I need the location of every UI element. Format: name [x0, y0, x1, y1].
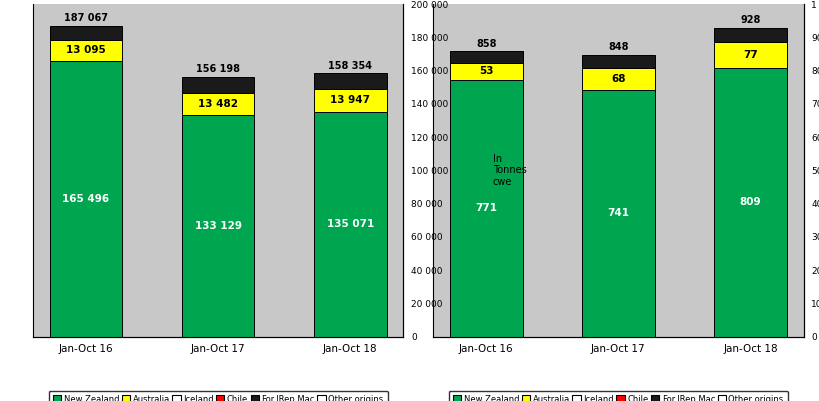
Bar: [713, 67, 785, 336]
Bar: [713, 28, 785, 42]
Bar: [50, 26, 122, 40]
Bar: [182, 93, 254, 115]
Text: 13 095: 13 095: [66, 45, 106, 55]
Text: 68: 68: [610, 74, 625, 84]
Bar: [581, 90, 654, 336]
Bar: [581, 55, 654, 67]
Text: 158 354: 158 354: [328, 61, 372, 71]
Text: 13 947: 13 947: [330, 95, 369, 105]
Bar: [182, 77, 254, 93]
Bar: [581, 67, 654, 90]
Text: 928: 928: [740, 15, 760, 25]
Text: 848: 848: [608, 42, 628, 52]
Bar: [450, 80, 522, 336]
Text: 858: 858: [475, 38, 495, 49]
Bar: [713, 42, 785, 67]
Legend: New Zealand, Australia, Iceland, Chile, For.JRep.Mac, Other origins: New Zealand, Australia, Iceland, Chile, …: [448, 391, 787, 401]
Bar: [314, 112, 386, 336]
Text: 771: 771: [475, 203, 496, 213]
Bar: [450, 63, 522, 80]
Text: 741: 741: [607, 209, 628, 218]
Bar: [314, 73, 386, 89]
Bar: [450, 51, 522, 63]
Text: 156 198: 156 198: [196, 64, 240, 74]
Text: 135 071: 135 071: [326, 219, 373, 229]
Text: 13 482: 13 482: [198, 99, 238, 109]
Text: 187 067: 187 067: [64, 13, 108, 23]
Text: 133 129: 133 129: [194, 221, 242, 231]
Bar: [314, 89, 386, 112]
Bar: [50, 61, 122, 336]
Text: 165 496: 165 496: [62, 194, 110, 204]
Text: 809: 809: [739, 197, 760, 207]
Y-axis label: In
Tonnes
cwe: In Tonnes cwe: [492, 154, 526, 187]
Text: 53: 53: [478, 66, 493, 76]
Legend: New Zealand, Australia, Iceland, Chile, For.JRep.Mac, Other origins: New Zealand, Australia, Iceland, Chile, …: [48, 391, 387, 401]
Text: 77: 77: [742, 50, 757, 60]
Bar: [182, 115, 254, 336]
Bar: [50, 40, 122, 61]
